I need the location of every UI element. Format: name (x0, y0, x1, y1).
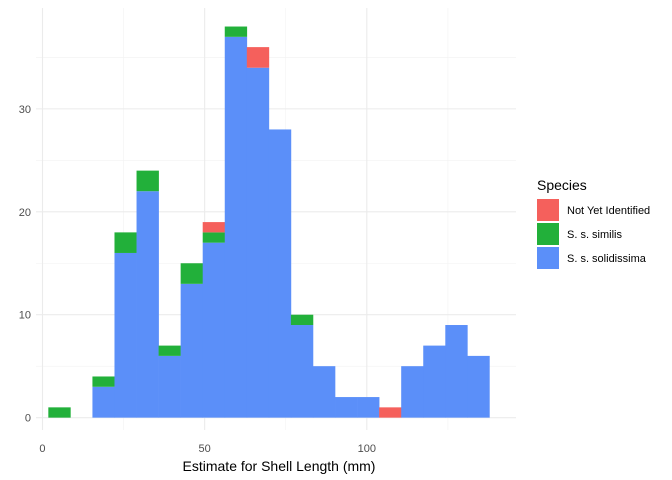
bar-segment-s-s-similis (114, 232, 137, 253)
bar-segment-s-s-similis (224, 26, 248, 37)
bar-segment-s-s-similis (92, 376, 115, 387)
bar-segment-s-s-solidissima (114, 252, 137, 418)
bar-segment-not-yet-identified (246, 47, 270, 68)
legend-key (537, 199, 559, 221)
bar-segment-s-s-solidissima (445, 325, 468, 418)
bar-segment-s-s-solidissima (246, 67, 270, 418)
y-tick-label: 10 (19, 310, 31, 322)
bar-segment-s-s-solidissima (335, 397, 358, 418)
legend-key (537, 247, 559, 269)
bar-segment-s-s-solidissima (423, 345, 446, 418)
x-axis-title: Estimate for Shell Length (mm) (183, 458, 376, 474)
bar-segment-s-s-solidissima (92, 386, 115, 418)
bar-segment-s-s-solidissima (467, 355, 490, 418)
bar-segment-s-s-solidissima (401, 366, 424, 418)
bar-segment-s-s-similis (180, 263, 204, 284)
legend-title: Species (537, 177, 587, 193)
bar-segment-s-s-similis (158, 345, 181, 356)
bar-segment-s-s-solidissima (357, 397, 380, 418)
bar-segment-s-s-similis (290, 314, 314, 326)
legend-key (537, 223, 559, 245)
x-axis-tick-labels: 0 50 100 (39, 443, 376, 455)
bar-segment-s-s-similis (202, 232, 226, 243)
histogram-bars (48, 26, 490, 418)
legend-label: Not Yet Identified (567, 205, 650, 217)
bar-segment-s-s-solidissima (224, 36, 248, 418)
legend-label: S. s. similis (567, 229, 623, 241)
bar-segment-s-s-similis (48, 407, 71, 418)
bar-segment-s-s-solidissima (202, 242, 226, 418)
legend-label: S. s. solidissima (567, 253, 647, 265)
y-axis-tick-labels: 0 10 20 30 (19, 104, 31, 425)
y-tick-label: 0 (25, 413, 31, 425)
bar-segment-s-s-solidissima (158, 355, 181, 418)
bar-segment-s-s-solidissima (290, 325, 314, 418)
bar-segment-s-s-solidissima (268, 129, 292, 418)
bar-segment-s-s-similis (136, 170, 159, 192)
x-tick-label: 50 (199, 443, 211, 455)
legend: Species Not Yet Identified S. s. similis S… (537, 177, 650, 269)
y-tick-label: 20 (19, 207, 31, 219)
x-tick-label: 0 (39, 443, 45, 455)
bar-segment-not-yet-identified (202, 222, 226, 233)
bar-segment-s-s-solidissima (312, 366, 336, 418)
bar-segment-not-yet-identified (379, 407, 402, 418)
bar-segment-s-s-solidissima (136, 191, 159, 418)
x-tick-label: 100 (358, 443, 376, 455)
bar-segment-s-s-solidissima (180, 283, 204, 418)
y-tick-label: 30 (19, 104, 31, 116)
